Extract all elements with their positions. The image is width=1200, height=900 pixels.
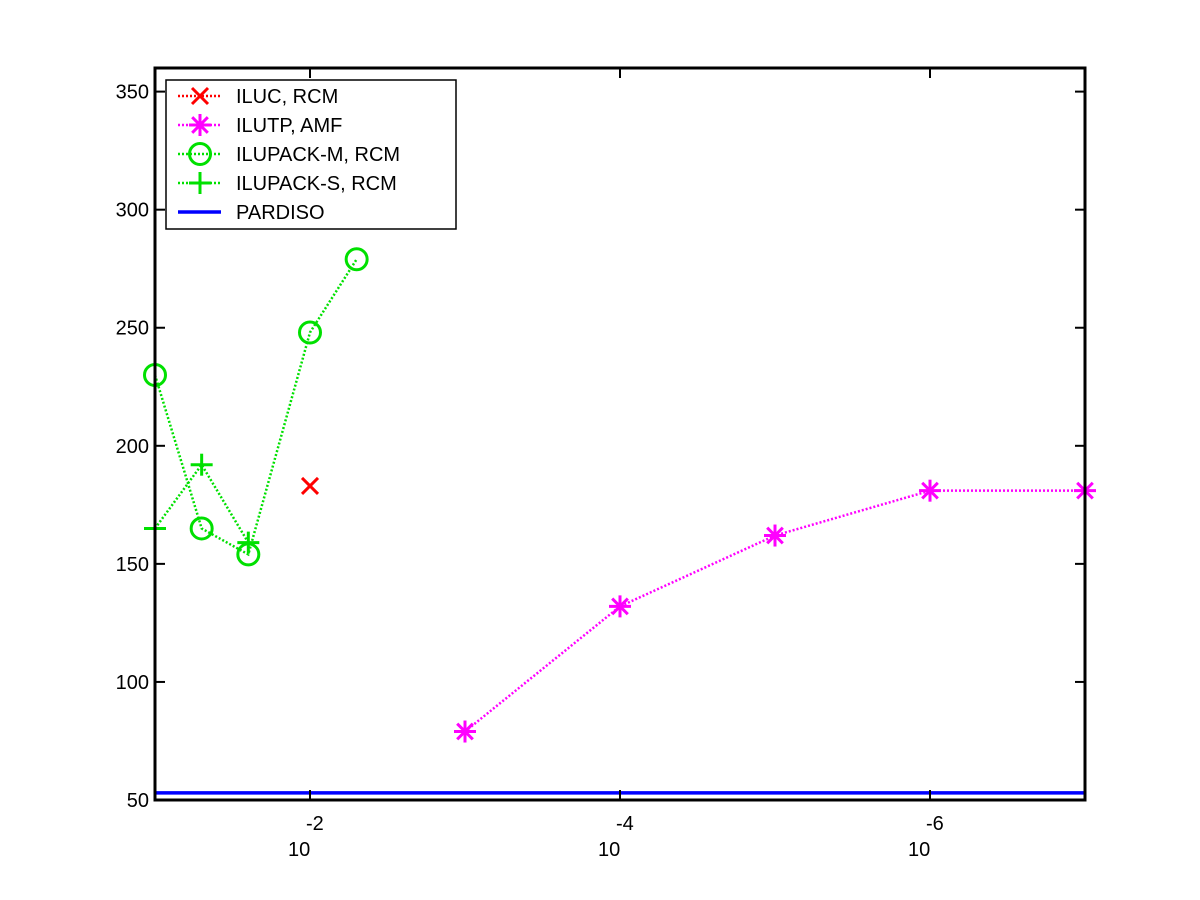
y-tick-label: 50: [127, 790, 149, 812]
series-layer: [143, 247, 1096, 795]
data-point: [454, 720, 476, 743]
x-tick-base: 10: [598, 839, 620, 861]
x-tick-exponent: -6: [926, 813, 944, 835]
marker-stroke: [300, 476, 320, 496]
legend-item: ILUC, RCM: [178, 86, 338, 108]
y-tick-label: 250: [116, 318, 149, 340]
legend: ILUC, RCM ILUTP, AMF ILUPACK-M, RCM ILUPACK…: [165, 79, 457, 230]
x-tick-base: 10: [908, 839, 930, 861]
legend-label: ILUPACK-S, RCM: [236, 173, 397, 195]
series-2: [143, 247, 369, 567]
series-line: [153, 258, 358, 557]
y-tick-label: 200: [116, 436, 149, 458]
legend-marker: [189, 114, 211, 136]
legend-marker: [188, 142, 212, 166]
legend-marker: [189, 172, 211, 194]
y-tick-label: 300: [116, 200, 149, 222]
legend-label: ILUTP, AMF: [236, 115, 342, 137]
data-point: [190, 453, 213, 476]
legend-item: ILUPACK-M, RCM: [178, 142, 400, 166]
series-0: [300, 476, 320, 496]
data-point: [344, 247, 369, 272]
marker-stroke: [456, 722, 474, 741]
legend-label: ILUC, RCM: [236, 86, 338, 108]
data-point: [298, 320, 322, 345]
legend-item: ILUTP, AMF: [178, 114, 342, 137]
data-point: [300, 476, 320, 496]
data-point: [609, 595, 631, 618]
data-point: [189, 516, 214, 541]
marker-stroke: [766, 526, 784, 545]
legend-label: ILUPACK-M, RCM: [236, 144, 400, 166]
y-tick-label: 100: [116, 672, 149, 694]
marker-stroke: [921, 481, 939, 500]
series-1: [454, 479, 1096, 743]
x-tick-exponent: -2: [306, 813, 324, 835]
legend-label: PARDISO: [236, 202, 325, 224]
y-tick-label: 150: [116, 554, 149, 576]
marker-stroke: [191, 116, 209, 134]
legend-item: PARDISO: [178, 202, 325, 224]
y-tick-label: 350: [116, 82, 149, 104]
x-tick-exponent: -4: [616, 813, 634, 835]
data-point: [237, 531, 260, 554]
axes-layer: 50 100 150 200 250 300 350 -2 10 -4 10 -6 10: [116, 66, 1087, 861]
data-point: [764, 524, 786, 547]
x-tick-base: 10: [288, 839, 310, 861]
series-line: [153, 462, 250, 544]
marker-stroke: [190, 86, 210, 106]
marker-stroke: [611, 597, 629, 616]
legend-marker: [190, 86, 210, 106]
data-point: [919, 479, 941, 502]
legend-item: ILUPACK-S, RCM: [178, 172, 397, 195]
